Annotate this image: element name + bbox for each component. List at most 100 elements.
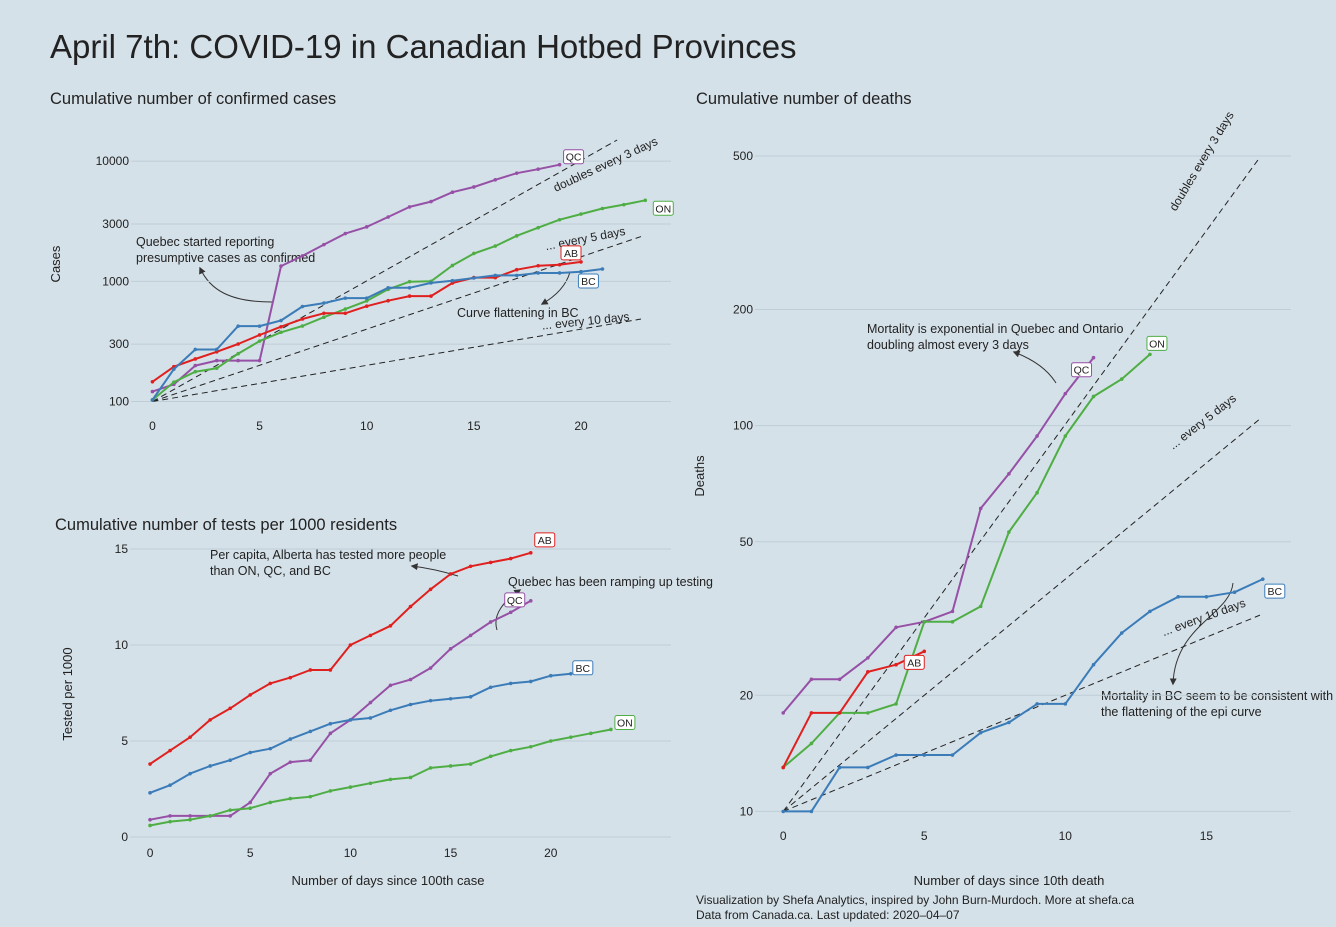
deaths-data-point-on (1063, 434, 1068, 438)
deaths-series-label-qc: QC (1074, 365, 1090, 377)
deaths-data-point-on (809, 741, 814, 746)
cases-data-point-ab (386, 298, 390, 303)
deaths-annotation-exponential-line-1: Mortality is exponential in Quebec and O… (867, 322, 1123, 336)
tests-data-point-qc (488, 620, 493, 624)
page-title: April 7th: COVID-19 in Canadian Hotbed P… (50, 28, 797, 65)
tests-data-point-on (208, 814, 212, 818)
tests-data-point-on (448, 764, 453, 768)
tests-data-point-on (388, 777, 393, 782)
deaths-annotation-exponential: Mortality is exponential in Quebec and O… (867, 322, 1127, 352)
deaths-x-axis-title: Number of days since 10th death (914, 873, 1105, 888)
deaths-data-point-bc (978, 730, 983, 735)
tests-data-point-bc (368, 716, 373, 720)
tests-series-line-qc (149, 599, 532, 821)
deaths-series-label-box-qc (1071, 362, 1093, 378)
deaths-annotation-bc: Mortality in BC seem to be consistent wi… (1101, 689, 1336, 719)
deaths-data-point-ab (894, 662, 898, 667)
tests-data-point-bc (528, 679, 533, 684)
tests-data-point-bc (328, 721, 333, 726)
cases-data-point-on (322, 315, 326, 320)
tests-data-point-on (228, 808, 232, 812)
deaths-y-tick-label: 20 (740, 688, 754, 702)
deaths-series-label-box-on (1146, 335, 1168, 351)
tests-series-label-box-bc (572, 660, 594, 676)
deaths-series-line-qc (782, 357, 1095, 714)
cases-series-line-on (151, 199, 646, 401)
deaths-series-label-on: ON (1149, 338, 1165, 350)
deaths-data-point-on (1007, 530, 1011, 534)
cases-data-point-bc (343, 296, 348, 300)
cases-data-point-qc (214, 358, 219, 363)
deaths-data-point-qc (837, 677, 842, 682)
cases-panel-title: Cumulative number of confirmed cases (50, 90, 337, 108)
cases-data-point-on (450, 263, 455, 268)
tests-data-point-bc (468, 695, 473, 699)
footer: Visualization by Shefa Analytics, inspir… (696, 893, 1134, 923)
cases-y-tick-label: 10000 (96, 154, 130, 168)
cases-data-point-on (193, 369, 198, 374)
deaths-x-tick-label: 10 (1059, 829, 1073, 843)
deaths-data-point-qc (781, 711, 786, 715)
tests-data-point-on (348, 785, 353, 789)
deaths-data-point-qc (1007, 472, 1011, 476)
deaths-y-tick-label: 500 (733, 149, 753, 163)
cases-data-point-qc (429, 199, 433, 204)
cases-data-point-on (600, 206, 605, 211)
cases-data-point-bc (279, 318, 283, 323)
tests-data-point-on (368, 781, 373, 786)
cases-data-point-bc (493, 273, 498, 278)
tests-data-point-bc (288, 737, 293, 741)
tests-data-point-on (188, 817, 192, 822)
footer-source: Data from Canada.ca. Last updated: 2020–… (696, 908, 960, 922)
deaths-data-point-bc (1091, 662, 1096, 667)
tests-data-point-ab (308, 668, 313, 672)
deaths-data-point-bc (950, 753, 955, 757)
deaths-annotation-arrow-bc (1169, 582, 1234, 686)
tests-data-point-bc (388, 708, 393, 713)
cases-data-point-bc (364, 296, 369, 300)
cases-data-point-qc (279, 264, 283, 268)
tests-data-point-qc (248, 800, 253, 805)
tests-data-point-ab (448, 572, 453, 576)
tests-data-point-on (488, 754, 493, 759)
deaths-data-point-qc (894, 625, 898, 630)
deaths-series-label-bc: BC (1267, 586, 1282, 598)
tests-annotation-alberta-line-1: Per capita, Alberta has tested more peop… (210, 548, 446, 562)
cases-data-point-bc (322, 301, 326, 305)
tests-y-axis-title: Tested per 1000 (60, 647, 75, 740)
tests-series-label-qc: QC (507, 595, 523, 607)
deaths-annotation-arrow-exponential (1012, 350, 1057, 384)
tests-data-point-on (328, 789, 333, 793)
deaths-x-tick-label: 0 (780, 829, 787, 843)
cases-data-point-ab (429, 294, 433, 298)
tests-data-point-on (548, 739, 553, 743)
tests-data-point-bc (208, 764, 212, 768)
tests-data-point-ab (348, 643, 353, 647)
tests-series-label-on: ON (617, 717, 633, 729)
deaths-data-point-bc (781, 809, 786, 814)
tests-data-point-qc (528, 599, 533, 603)
tests-data-point-qc (468, 633, 473, 638)
cases-data-point-bc (536, 271, 540, 275)
cases-series-line-ab (151, 260, 582, 383)
cases-reference-line (152, 139, 618, 402)
deaths-y-tick-label: 10 (740, 804, 754, 818)
cases-data-point-on (214, 366, 219, 371)
cases-data-point-bc (257, 324, 262, 328)
tests-x-tick-label: 20 (544, 846, 558, 860)
cases-data-point-ab (514, 267, 519, 272)
cases-data-point-ab (322, 311, 326, 316)
deaths-reference-line-label: ... every 5 days (1166, 391, 1239, 452)
tests-data-point-bc (268, 746, 273, 751)
cases-reference-line (152, 318, 642, 403)
deaths-data-point-qc (978, 506, 983, 511)
tests-series-line-bc (149, 672, 571, 794)
deaths-reference-line (783, 614, 1261, 812)
tests-data-point-on (248, 806, 253, 810)
deaths-data-point-qc (809, 677, 814, 682)
cases-data-point-ab (300, 317, 305, 321)
cases-data-point-ab (536, 263, 540, 268)
deaths-y-axis-title: Deaths (692, 455, 707, 497)
tests-data-point-bc (168, 783, 172, 787)
